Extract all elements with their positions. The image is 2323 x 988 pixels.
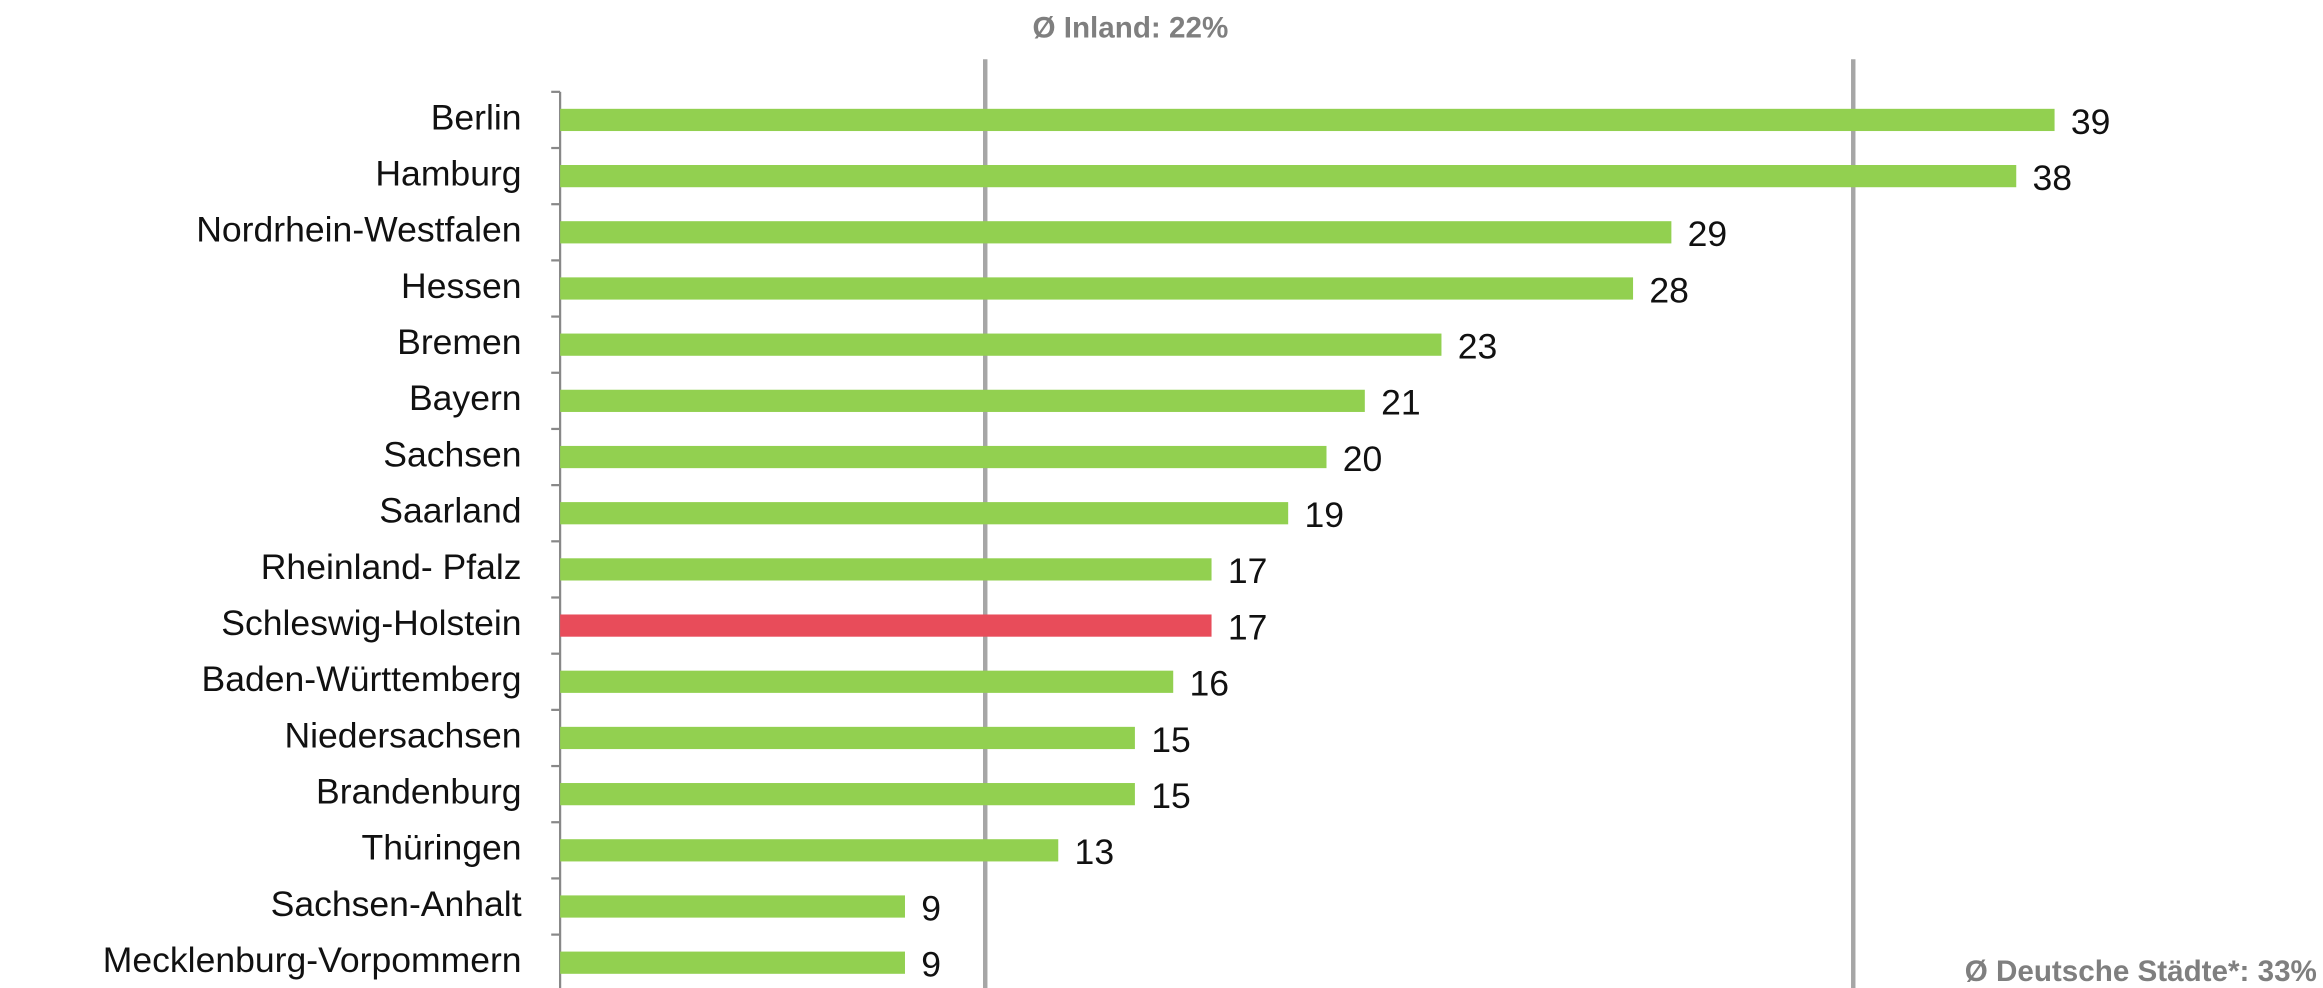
bar — [560, 165, 2017, 188]
y-tick-label: Rheinland- Pfalz — [261, 547, 522, 587]
bar — [560, 221, 1672, 244]
bar — [560, 951, 905, 974]
y-tick-label: Thüringen — [362, 828, 522, 868]
y-tick-label: Bayern — [409, 378, 522, 418]
y-tick-label: Hamburg — [375, 154, 521, 194]
data-label: 15 — [1151, 776, 1191, 816]
bar — [560, 108, 2055, 132]
data-label: 16 — [1190, 664, 1230, 704]
bar — [560, 389, 1365, 412]
y-tick-label: Berlin — [431, 97, 522, 137]
bar — [560, 277, 1634, 300]
bar — [560, 839, 1059, 862]
y-tick-label: Mecklenburg-Vorpommern — [103, 940, 522, 980]
bar — [560, 783, 1135, 806]
data-label: 9 — [921, 945, 941, 985]
data-label: 15 — [1151, 720, 1191, 760]
y-tick-label: Niedersachsen — [284, 715, 521, 755]
bar — [560, 502, 1289, 525]
annotation: Ø Inland: 22% — [1032, 11, 1228, 44]
y-tick-label: Sachsen — [383, 434, 521, 474]
data-label: 17 — [1228, 607, 1268, 647]
y-tick-label: Bremen — [397, 322, 521, 362]
data-label: 38 — [2033, 158, 2073, 198]
y-tick-label: Hessen — [401, 266, 522, 306]
bar — [560, 726, 1135, 750]
y-tick-label: Nordrhein-Westfalen — [196, 210, 521, 250]
y-tick-label: Saarland — [379, 491, 521, 531]
bar — [560, 333, 1442, 356]
bar — [560, 670, 1174, 693]
data-label: 17 — [1228, 551, 1268, 591]
bar — [560, 445, 1327, 469]
annotation: Ø Deutsche Städte*: 33% — [1965, 955, 2317, 988]
y-tick-label: Baden-Württemberg — [202, 659, 522, 699]
bar — [560, 558, 1212, 581]
data-label: 13 — [1075, 832, 1115, 872]
data-label: 39 — [2071, 102, 2111, 142]
bar — [560, 895, 905, 918]
y-tick-label: Sachsen-Anhalt — [271, 884, 522, 924]
y-tick-label: Schleswig-Holstein — [221, 603, 521, 643]
data-label: 23 — [1458, 327, 1498, 367]
y-tick-label: Brandenburg — [316, 772, 522, 812]
data-label: 21 — [1381, 383, 1421, 423]
data-label: 29 — [1688, 214, 1728, 254]
data-label: 9 — [921, 888, 941, 928]
data-label: 20 — [1343, 439, 1383, 479]
data-label: 19 — [1304, 495, 1344, 535]
data-label: 28 — [1649, 270, 1689, 310]
bar — [560, 614, 1212, 637]
